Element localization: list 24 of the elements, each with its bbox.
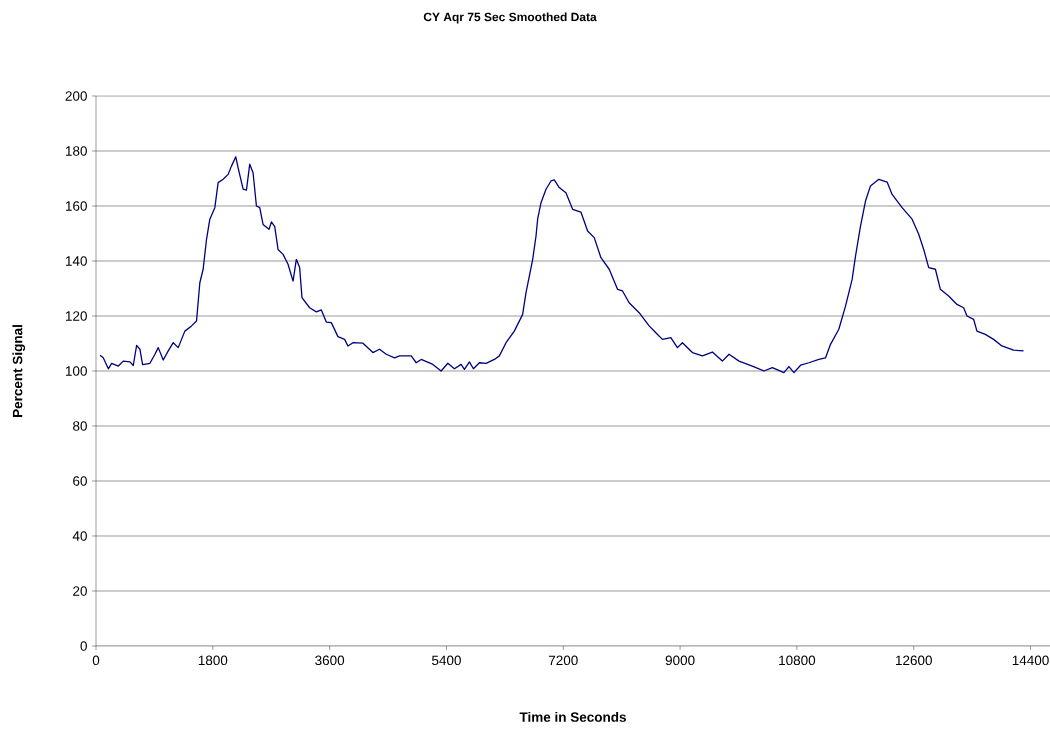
y-tick-label: 180	[65, 146, 87, 156]
y-tick-label: 100	[65, 366, 87, 376]
chart-title: CY Aqr 75 Sec Smoothed Data	[423, 12, 597, 24]
x-tick-label: 9000	[665, 655, 695, 666]
y-tick-label: 200	[65, 91, 87, 101]
line-series	[99, 156, 1025, 374]
y-tick-label: 80	[73, 421, 87, 431]
x-axis-title: Time in Seconds	[519, 711, 626, 722]
x-tick-label: 5400	[431, 655, 461, 666]
y-tick-label: 60	[73, 476, 87, 486]
y-tick-label: 140	[65, 256, 87, 266]
x-tick-label: 0	[92, 655, 100, 666]
y-axis-title: Percent Signal	[12, 325, 26, 417]
x-tick-label: 3600	[315, 655, 345, 666]
y-tick-label: 120	[65, 311, 87, 321]
x-tick-label: 12600	[895, 655, 932, 666]
x-tick-label: 14400	[1012, 655, 1049, 666]
y-tick-label: 20	[73, 586, 87, 596]
x-tick-label: 1800	[198, 655, 228, 666]
x-tick-label: 7200	[548, 655, 578, 666]
y-tick-label: 0	[80, 641, 87, 651]
x-tick-label: 10800	[779, 655, 816, 666]
y-tick-label: 40	[72, 531, 87, 541]
y-tick-label: 160	[65, 201, 87, 211]
